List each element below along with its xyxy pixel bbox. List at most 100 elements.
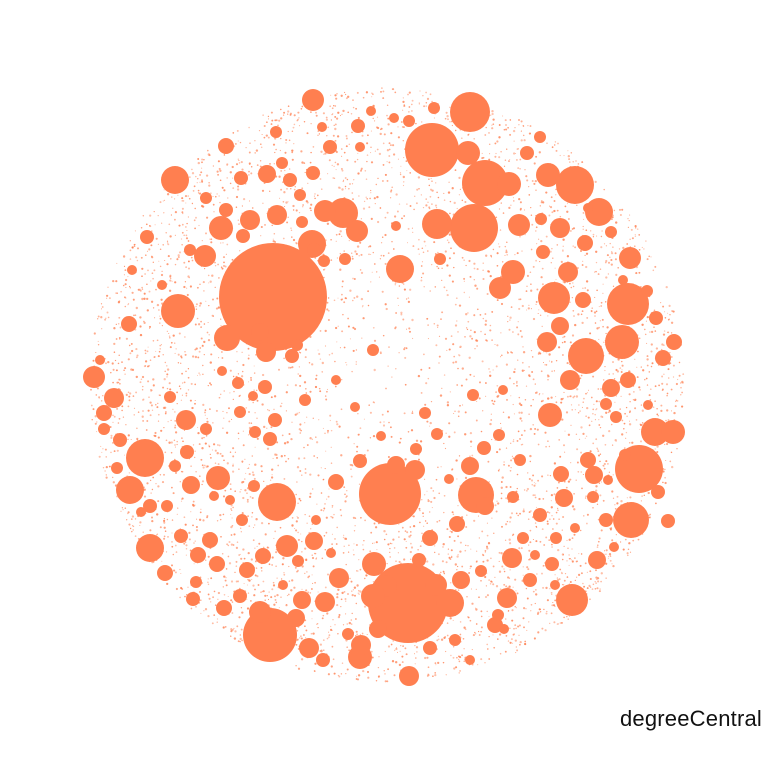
node [398,536,400,538]
node [362,207,366,210]
node [427,666,430,669]
node [245,472,247,474]
node [533,484,536,487]
node [225,568,228,570]
node [432,490,435,492]
node [221,357,224,359]
node [468,133,470,135]
node [130,349,134,353]
node [346,159,349,162]
node [492,369,494,371]
node [254,547,256,549]
node [564,205,567,208]
node [132,395,135,397]
node [409,288,412,291]
node [646,258,649,261]
node [263,124,266,128]
node [195,308,198,310]
node [341,293,343,296]
node [619,213,622,217]
node [183,234,186,237]
node [349,338,351,340]
node [132,525,134,527]
node [591,588,594,590]
node [135,306,138,310]
node [394,282,397,284]
node [218,396,221,399]
node [104,448,107,451]
node [337,674,339,676]
node [106,297,108,299]
node [353,554,355,556]
node [238,159,240,161]
node [421,499,423,501]
node [562,515,565,519]
node [404,458,407,461]
node [214,449,217,452]
node [164,361,167,364]
node [575,479,577,481]
node [105,362,107,365]
node [139,289,142,292]
node [240,375,244,378]
node [555,359,558,362]
node [194,399,196,402]
node [240,527,242,529]
node [297,373,299,375]
node [174,411,176,413]
node [248,126,250,129]
node [511,455,513,457]
node [192,524,194,527]
node [182,213,184,215]
node [665,442,669,446]
node [603,462,606,466]
node [224,579,227,582]
node [194,450,196,452]
node [529,427,533,431]
node [203,436,205,439]
node [654,448,656,450]
node [284,174,286,176]
node [345,613,347,615]
node [228,540,231,544]
node [473,519,476,522]
node [128,344,131,347]
node [244,458,246,460]
node [556,244,559,246]
node [493,532,495,534]
node [621,433,624,436]
node [334,161,337,164]
node [153,210,155,213]
node [545,586,548,590]
node [298,428,301,431]
node [664,481,667,485]
node [545,536,548,539]
node [321,371,323,373]
node [494,155,497,158]
node [563,391,565,393]
node [258,542,261,545]
node [425,101,428,104]
node [232,470,235,473]
node [355,635,357,637]
node [373,197,376,200]
node [618,381,621,384]
node [444,250,447,253]
node [535,506,538,508]
node [515,512,518,515]
node [519,330,522,332]
node [476,308,479,311]
node [316,503,318,505]
node [261,470,263,473]
node [282,557,285,560]
node [254,588,256,591]
node [535,259,537,262]
node [267,136,270,139]
node [561,341,564,344]
node [174,426,177,429]
node [151,516,153,519]
node [513,140,515,142]
node [421,532,423,535]
node [549,206,553,209]
node [506,520,509,523]
